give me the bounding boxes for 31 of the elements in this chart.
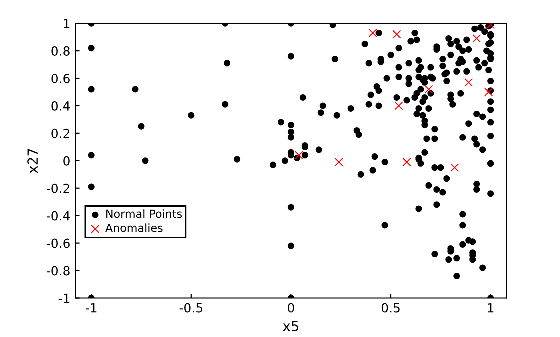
- point: [472, 34, 482, 43]
- legend-label: Anomalies: [106, 224, 163, 232]
- point: [402, 158, 412, 167]
- y-axis-title: x27: [28, 149, 38, 174]
- y-tick-label: -0.6: [46, 238, 70, 248]
- point: [484, 88, 494, 97]
- x-tick-label: -0.5: [180, 303, 202, 313]
- point: [392, 30, 402, 39]
- y-tick-label: 0.8: [52, 46, 70, 56]
- y-tick-label: 0: [64, 156, 70, 166]
- point: [294, 151, 304, 160]
- x-tick-label: 0: [288, 303, 294, 313]
- y-tick-label: -0.8: [46, 266, 70, 276]
- point: [368, 28, 378, 38]
- x-axis-title: x5: [283, 321, 299, 332]
- y-tick-label: 0.4: [52, 101, 70, 111]
- y-tick-label: 0.2: [52, 128, 70, 138]
- x-tick-label: 0.5: [382, 303, 400, 313]
- y-tick-label: 1: [64, 19, 70, 28]
- y-tick-label: -0.2: [46, 184, 70, 194]
- point: [424, 85, 434, 94]
- point: [394, 102, 404, 110]
- y-tick-label: -0.4: [46, 211, 70, 221]
- point: [450, 163, 460, 172]
- x-tick-label: -1: [86, 303, 97, 313]
- y-tick-label: 0.6: [52, 74, 70, 84]
- point: [464, 78, 474, 87]
- x-tick-label: 1: [488, 303, 494, 313]
- point: [334, 158, 344, 167]
- legend-label: Normal Points: [106, 210, 182, 218]
- y-tick-label: -1: [58, 294, 70, 303]
